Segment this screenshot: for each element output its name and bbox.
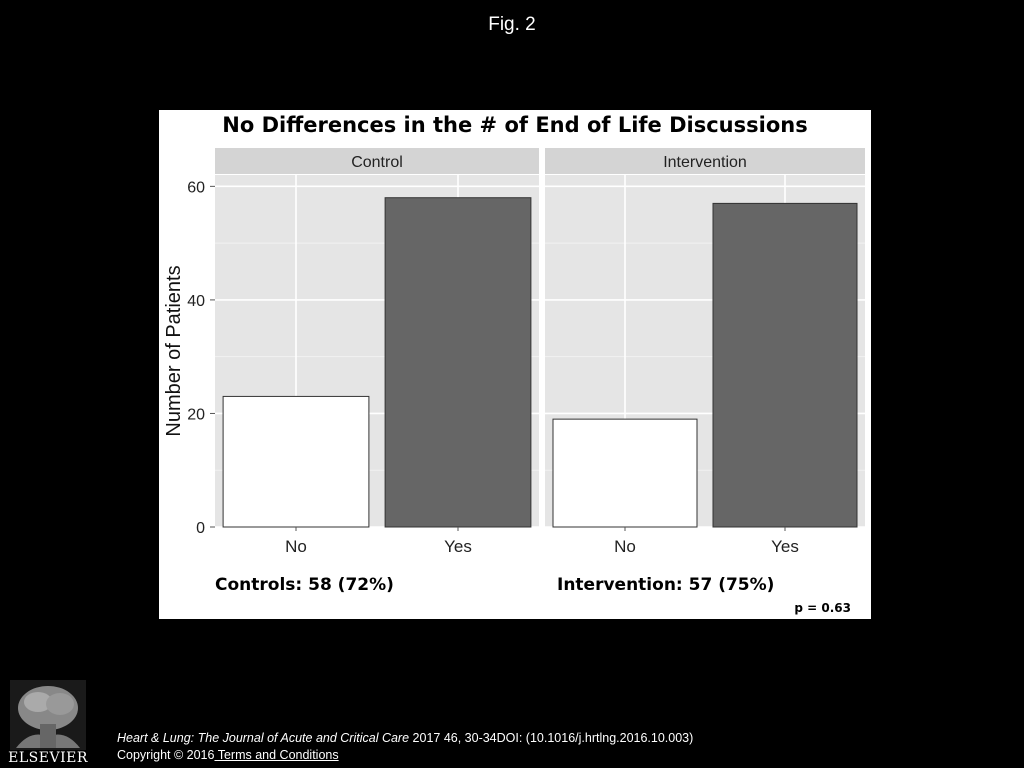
y-tick-label: 20 — [187, 406, 205, 423]
bar-no — [222, 395, 370, 528]
y-tick-label: 0 — [196, 520, 205, 537]
elsevier-tree-logo — [10, 680, 86, 750]
facet-label: Control — [351, 154, 403, 171]
y-axis-label: Number of Patients — [163, 265, 185, 436]
copyright-text: Copyright © 2016 — [117, 748, 215, 762]
bar-yes — [712, 202, 858, 528]
x-tick-label: Yes — [444, 537, 472, 556]
facet-strip — [545, 148, 865, 174]
facet-strip — [215, 148, 539, 174]
chart: Control No Yes Controls: 58 (72%) Interventi… — [163, 148, 865, 615]
figure-panel: No Differences in the # of End of Life D… — [159, 110, 871, 619]
copyright: Copyright © 2016 Terms and Conditions — [117, 748, 339, 762]
citation-details: 2017 46, 30-34DOI: (10.1016/j.hrtlng.201… — [409, 731, 694, 745]
journal-name: Heart & Lung: The Journal of Acute and C… — [117, 731, 410, 745]
x-tick-label: No — [614, 537, 636, 556]
bar-no — [552, 418, 698, 528]
facet-label: Intervention — [663, 154, 747, 171]
x-tick-label: No — [285, 537, 307, 556]
citation: Heart & Lung: The Journal of Acute and C… — [117, 731, 693, 745]
x-tick-label: Yes — [771, 537, 799, 556]
y-tick-label: 40 — [187, 293, 205, 310]
chart-title: No Differences in the # of End of Life D… — [222, 113, 808, 137]
panel-summary: Intervention: 57 (75%) — [557, 575, 774, 595]
panel-summary: Controls: 58 (72%) — [215, 575, 394, 595]
terms-and-conditions-link[interactable]: Terms and Conditions — [214, 748, 339, 762]
bar-yes — [384, 197, 532, 528]
figure-label: Fig. 2 — [488, 14, 536, 35]
p-value-annotation: p = 0.63 — [794, 601, 851, 615]
publisher-wordmark: ELSEVIER — [8, 750, 88, 766]
y-tick-label: 60 — [187, 179, 205, 196]
